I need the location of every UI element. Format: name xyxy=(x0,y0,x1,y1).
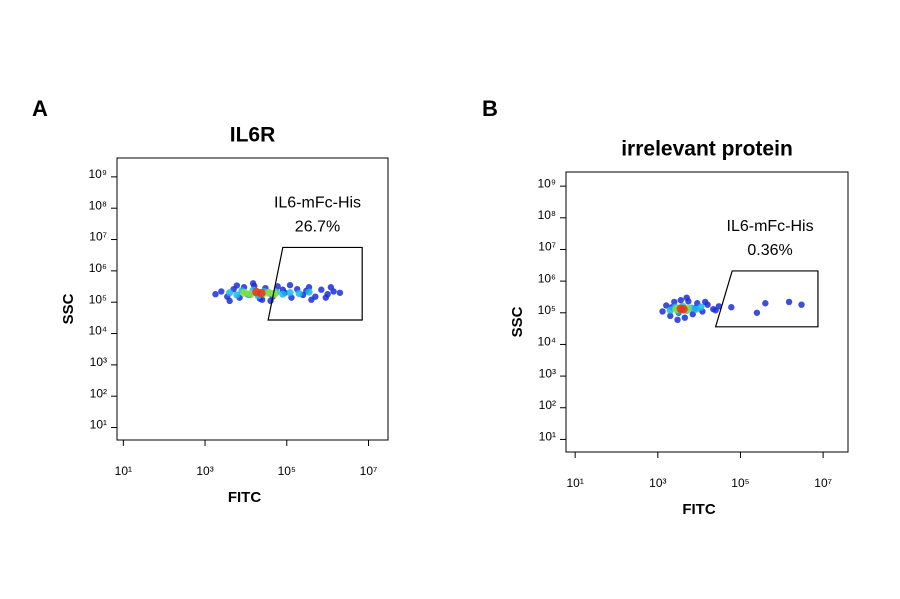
gate-name: IL6-mFc-His xyxy=(274,195,361,212)
event-dot xyxy=(785,298,793,306)
x-tick-label: 10³ xyxy=(196,464,213,478)
event-dot xyxy=(233,282,241,289)
chart-title: IL6R xyxy=(230,124,276,147)
event-dot xyxy=(257,288,266,298)
x-tick-label: 10⁵ xyxy=(278,464,296,478)
y-tick-label: 10² xyxy=(90,386,107,400)
y-tick-label: 10⁵ xyxy=(538,303,556,317)
y-tick-label: 10⁶ xyxy=(538,271,556,285)
event-dot xyxy=(712,307,719,314)
event-dot xyxy=(279,290,287,298)
event-dot xyxy=(318,286,325,293)
event-dot xyxy=(689,311,696,318)
y-tick-label: 10⁷ xyxy=(89,230,107,244)
event-dot xyxy=(240,288,249,297)
gate-percentage: 26.7% xyxy=(295,219,340,236)
event-dot xyxy=(681,314,689,321)
event-dot xyxy=(327,284,335,291)
event-dot xyxy=(659,308,666,315)
event-dot xyxy=(212,290,219,298)
x-axis-label: FITC xyxy=(682,501,715,518)
event-dot xyxy=(233,291,241,299)
event-dot xyxy=(274,283,281,290)
event-dot xyxy=(667,312,674,320)
y-tick-label: 10⁹ xyxy=(538,176,557,190)
gate-percentage: 0.36% xyxy=(747,242,792,259)
panel-label: A xyxy=(32,96,48,121)
event-dot xyxy=(753,309,761,316)
x-tick-label: 10⁵ xyxy=(731,476,749,490)
x-tick-label: 10⁷ xyxy=(814,476,832,490)
x-tick-label: 10¹ xyxy=(115,464,132,478)
event-dot xyxy=(762,300,769,307)
event-dot xyxy=(322,294,329,301)
plot-frame xyxy=(565,171,849,453)
event-dot xyxy=(295,289,303,298)
y-tick-label: 10⁵ xyxy=(89,292,107,306)
y-tick-label: 10² xyxy=(539,398,556,412)
y-axis-label: SSC xyxy=(60,293,77,324)
event-dot xyxy=(663,302,670,309)
gate-name: IL6-mFc-His xyxy=(727,218,814,235)
y-tick-label: 10¹ xyxy=(539,430,556,444)
x-tick-label: 10¹ xyxy=(566,476,583,490)
y-tick-label: 10⁴ xyxy=(537,335,556,349)
event-dot xyxy=(286,289,294,297)
event-dot xyxy=(683,294,690,301)
event-dot xyxy=(697,303,705,311)
event-dot xyxy=(218,288,225,295)
event-dot xyxy=(226,297,233,305)
y-tick-label: 10¹ xyxy=(90,418,107,432)
event-dot xyxy=(671,298,678,306)
y-tick-label: 10³ xyxy=(539,366,556,380)
event-dot xyxy=(701,298,709,306)
event-dot xyxy=(286,281,294,289)
event-dot xyxy=(798,301,805,308)
x-tick-label: 10³ xyxy=(649,476,666,490)
event-dot xyxy=(308,296,315,303)
event-dot xyxy=(728,304,735,311)
event-dot xyxy=(679,304,688,314)
y-tick-label: 10³ xyxy=(90,355,107,369)
panel-label: B xyxy=(482,96,498,121)
event-dot xyxy=(336,289,344,296)
y-tick-label: 10⁴ xyxy=(88,324,107,338)
event-dot xyxy=(226,289,234,297)
event-dot xyxy=(677,296,685,304)
y-tick-label: 10⁹ xyxy=(89,167,108,181)
y-tick-label: 10⁶ xyxy=(89,261,107,275)
y-tick-label: 10⁸ xyxy=(538,208,556,222)
y-tick-label: 10⁸ xyxy=(89,198,107,212)
y-tick-label: 10⁷ xyxy=(538,240,556,254)
x-axis-label: FITC xyxy=(228,489,261,506)
event-dot xyxy=(674,316,681,324)
gate xyxy=(267,246,363,321)
chart-title: irrelevant protein xyxy=(621,138,793,161)
plot-frame xyxy=(116,157,389,441)
y-axis-label: SSC xyxy=(509,306,526,337)
event-dot xyxy=(305,288,313,296)
gate xyxy=(714,270,819,328)
x-tick-label: 10⁷ xyxy=(360,464,378,478)
event-dot xyxy=(249,280,257,287)
